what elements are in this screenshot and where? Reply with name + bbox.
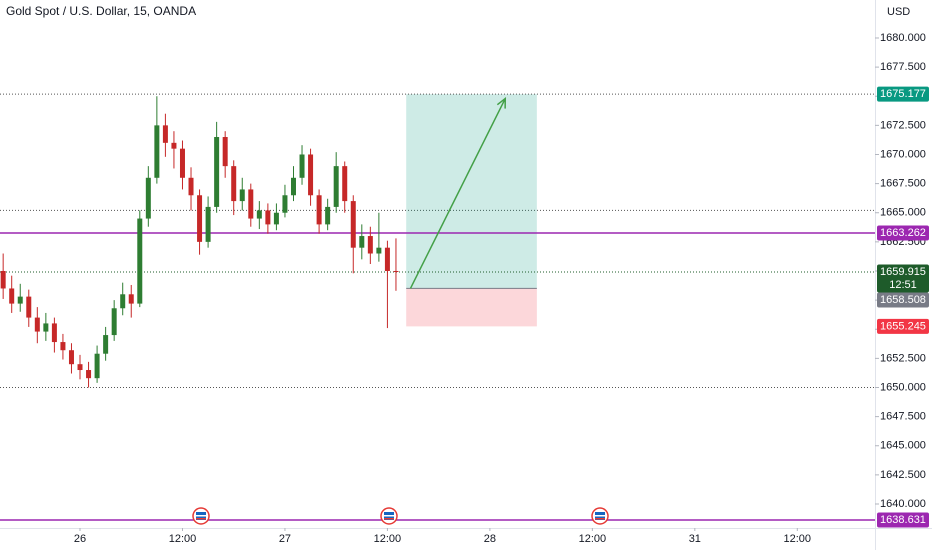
level-tag-label: 1663.262	[880, 227, 926, 239]
candle-body	[214, 137, 220, 207]
y-tick-label: 1647.500	[880, 411, 926, 423]
candle-body	[34, 317, 40, 332]
x-tick-label: 28	[484, 533, 496, 545]
level-tag	[877, 225, 929, 241]
candle-body	[384, 247, 390, 271]
candle-body	[60, 342, 66, 351]
trend-arrow	[409, 98, 506, 289]
y-tick-label: 1680.000	[880, 32, 926, 44]
candle-body	[86, 370, 92, 379]
y-tick-label: 1670.000	[880, 148, 926, 160]
candle-body	[316, 195, 322, 225]
candle-body	[290, 177, 296, 196]
target-zone	[406, 94, 537, 289]
candle-body	[77, 364, 83, 371]
candle-body	[68, 350, 74, 365]
x-tick-label: 12:00	[579, 533, 607, 545]
stop-zone	[406, 288, 537, 327]
y-tick-label: 1645.000	[880, 440, 926, 452]
y-tick-label: 1677.500	[880, 61, 926, 73]
y-tick-label: 1642.500	[880, 469, 926, 481]
candle-body	[137, 218, 143, 304]
x-tick-label: 12:00	[169, 533, 197, 545]
arrow-head	[496, 97, 507, 109]
y-tick-label: 1672.500	[880, 119, 926, 131]
y-tick-label: 1665.000	[880, 207, 926, 219]
entry-tag-label: 1658.508	[880, 294, 926, 306]
candle-body	[94, 353, 100, 379]
price-tag	[877, 264, 929, 293]
candle-body	[350, 201, 356, 248]
candle-body	[282, 195, 288, 213]
candle-body	[120, 294, 126, 309]
event-icon	[192, 507, 210, 525]
price-tag-label: 1659.915	[880, 266, 926, 278]
candle-body	[162, 125, 168, 143]
candle-body	[239, 189, 245, 202]
currency-label: USD	[887, 6, 910, 18]
y-tick-label: 1640.000	[880, 498, 926, 510]
candle-body	[308, 154, 314, 196]
x-tick-label: 12:00	[374, 533, 402, 545]
candle-body	[188, 177, 194, 196]
candle-body	[9, 288, 15, 304]
candle-body	[51, 323, 57, 343]
event-icons	[192, 507, 609, 525]
target-tag-label: 1675.177	[880, 88, 926, 100]
y-tick-label: 1650.000	[880, 381, 926, 393]
candle-body	[342, 166, 348, 202]
candle-body	[171, 142, 177, 149]
candle-body	[128, 294, 134, 304]
x-tick-label: 27	[279, 533, 291, 545]
candle-body	[256, 210, 262, 219]
candle-body	[17, 296, 23, 304]
candle-body	[333, 166, 339, 207]
candle-body	[367, 236, 373, 254]
y-tick-label: 1667.500	[880, 178, 926, 190]
candle-body	[43, 323, 49, 332]
candle-body	[111, 308, 117, 336]
candle-body	[103, 335, 109, 354]
target-tag	[877, 86, 929, 102]
event-icon	[591, 507, 609, 525]
entry-tag	[877, 292, 929, 308]
candle-body	[145, 177, 151, 219]
candle-body	[154, 125, 160, 178]
candle-body	[376, 247, 382, 254]
candle-body	[393, 270, 399, 272]
y-tick-label: 1652.500	[880, 352, 926, 364]
level-tag	[877, 512, 929, 528]
candle-body	[273, 212, 279, 225]
candle-body	[197, 195, 203, 242]
candle-body	[299, 154, 305, 178]
price-tag-countdown: 12:51	[889, 279, 917, 291]
candle-body	[222, 137, 228, 167]
candle-body	[325, 206, 331, 225]
plot	[0, 93, 875, 521]
candle-body	[231, 166, 237, 202]
level-tag-label: 1638.631	[880, 514, 926, 526]
candle-body	[265, 210, 271, 225]
chart-title: Gold Spot / U.S. Dollar, 15, OANDA	[6, 4, 196, 18]
candle-body	[205, 206, 211, 242]
stop-tag	[877, 318, 929, 334]
candle-body	[26, 296, 32, 318]
event-icon	[380, 507, 398, 525]
candle-body	[0, 270, 6, 289]
x-tick-label: 31	[689, 533, 701, 545]
candle-body	[359, 236, 365, 248]
stop-tag-label: 1655.245	[880, 320, 926, 332]
x-tick-label: 26	[74, 533, 86, 545]
candle-body	[248, 189, 254, 219]
candle-body	[179, 148, 185, 178]
x-tick-label: 12:00	[784, 533, 812, 545]
